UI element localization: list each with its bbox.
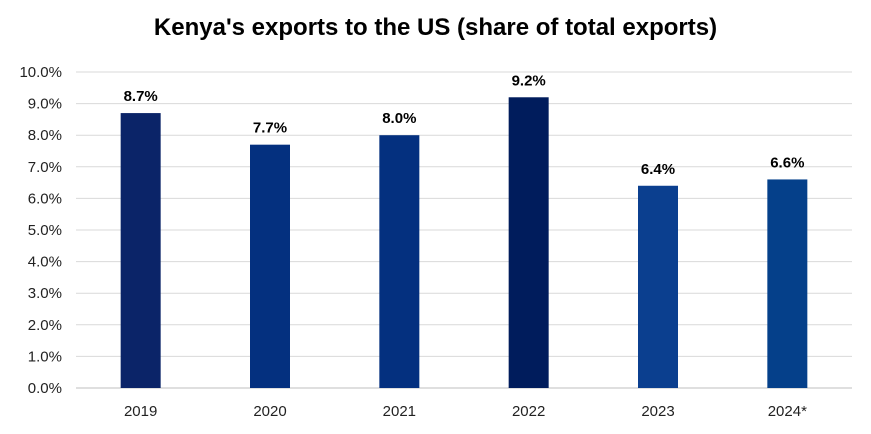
bar [638, 185, 678, 388]
x-tick-label: 2019 [124, 403, 157, 420]
data-label: 6.6% [770, 154, 804, 171]
y-tick-label: 5.0% [28, 222, 62, 239]
y-tick-label: 2.0% [28, 317, 62, 334]
y-tick-label: 3.0% [28, 285, 62, 302]
y-tick-label: 9.0% [28, 96, 62, 113]
chart-title: Kenya's exports to the US (share of tota… [153, 14, 718, 41]
data-label: 6.4% [641, 161, 675, 178]
data-label: 8.0% [382, 110, 416, 127]
x-tick-label: 2021 [383, 403, 416, 420]
x-tick-label: 2023 [641, 403, 674, 420]
y-tick-label: 1.0% [28, 348, 62, 365]
y-tick-label: 7.0% [28, 159, 62, 176]
y-tick-label: 10.0% [19, 64, 62, 81]
data-label: 9.2% [512, 72, 546, 89]
bar [508, 97, 549, 388]
x-tick-label: 2020 [253, 403, 286, 420]
bar [120, 113, 161, 388]
x-tick-label: 2022 [512, 403, 545, 420]
bar [767, 179, 808, 388]
y-tick-label: 6.0% [28, 190, 62, 207]
data-label: 7.7% [253, 120, 287, 137]
y-tick-label: 0.0% [28, 380, 62, 397]
data-label: 8.7% [124, 88, 158, 105]
y-tick-label: 8.0% [28, 127, 62, 144]
bar [379, 135, 420, 388]
y-tick-label: 4.0% [28, 254, 62, 271]
bar [250, 144, 290, 388]
x-tick-label: 2024* [768, 403, 807, 420]
